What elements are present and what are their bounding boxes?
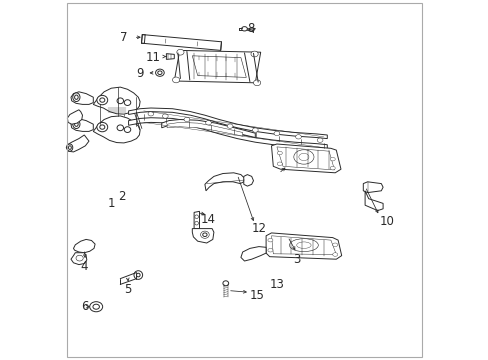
Polygon shape	[166, 54, 174, 59]
Polygon shape	[271, 236, 336, 255]
Ellipse shape	[332, 253, 337, 256]
Ellipse shape	[172, 77, 179, 83]
Ellipse shape	[277, 162, 282, 166]
Ellipse shape	[89, 302, 102, 312]
Ellipse shape	[277, 151, 282, 155]
Ellipse shape	[200, 231, 209, 238]
Ellipse shape	[329, 166, 335, 170]
Polygon shape	[265, 233, 341, 259]
Polygon shape	[93, 87, 140, 114]
Ellipse shape	[194, 221, 198, 225]
Polygon shape	[73, 239, 95, 253]
Text: 15: 15	[249, 289, 264, 302]
Ellipse shape	[223, 281, 228, 286]
Ellipse shape	[67, 144, 73, 151]
Ellipse shape	[177, 49, 183, 55]
Ellipse shape	[162, 114, 168, 118]
Polygon shape	[167, 122, 242, 136]
Polygon shape	[194, 211, 199, 229]
Polygon shape	[71, 253, 87, 265]
Ellipse shape	[332, 243, 337, 247]
Polygon shape	[174, 50, 260, 83]
Polygon shape	[67, 110, 82, 124]
Ellipse shape	[250, 51, 258, 57]
Ellipse shape	[273, 131, 279, 136]
Ellipse shape	[124, 100, 130, 105]
Polygon shape	[162, 120, 255, 138]
Ellipse shape	[124, 127, 130, 132]
Ellipse shape	[117, 98, 123, 104]
Text: 11: 11	[146, 51, 161, 64]
Ellipse shape	[117, 125, 123, 131]
Ellipse shape	[295, 135, 301, 139]
Ellipse shape	[194, 215, 198, 219]
Text: 6: 6	[81, 300, 88, 313]
Text: 1: 1	[107, 197, 115, 210]
Ellipse shape	[73, 93, 80, 102]
Polygon shape	[244, 175, 253, 186]
Ellipse shape	[97, 122, 107, 132]
Ellipse shape	[227, 124, 232, 128]
Polygon shape	[365, 191, 382, 211]
Ellipse shape	[253, 80, 260, 86]
Text: 5: 5	[123, 283, 131, 296]
Text: 14: 14	[200, 213, 215, 226]
Ellipse shape	[317, 138, 322, 142]
Polygon shape	[128, 108, 326, 139]
Polygon shape	[204, 173, 244, 191]
Ellipse shape	[183, 117, 189, 122]
Polygon shape	[71, 92, 93, 104]
Polygon shape	[66, 135, 89, 152]
Ellipse shape	[148, 112, 153, 116]
Text: 8: 8	[247, 22, 254, 35]
Polygon shape	[128, 118, 326, 149]
Polygon shape	[363, 182, 382, 193]
Text: 7: 7	[120, 31, 127, 44]
Ellipse shape	[73, 120, 80, 129]
Text: 9: 9	[136, 67, 143, 80]
Polygon shape	[241, 247, 265, 261]
Polygon shape	[71, 119, 93, 131]
Ellipse shape	[252, 128, 258, 132]
Ellipse shape	[289, 239, 318, 252]
Text: 12: 12	[251, 222, 266, 235]
Polygon shape	[276, 147, 334, 170]
Ellipse shape	[205, 121, 211, 125]
Ellipse shape	[155, 69, 164, 76]
Ellipse shape	[267, 238, 272, 242]
Ellipse shape	[97, 95, 107, 105]
Polygon shape	[93, 116, 140, 143]
Polygon shape	[141, 35, 221, 50]
Polygon shape	[271, 144, 340, 173]
Polygon shape	[192, 229, 213, 243]
Text: 2: 2	[118, 190, 125, 203]
Polygon shape	[192, 56, 246, 77]
Ellipse shape	[329, 157, 335, 161]
Ellipse shape	[267, 248, 272, 252]
Text: 3: 3	[292, 253, 300, 266]
Ellipse shape	[76, 255, 83, 261]
Ellipse shape	[293, 150, 313, 164]
Text: 13: 13	[269, 278, 284, 291]
Ellipse shape	[134, 271, 142, 279]
Text: 10: 10	[379, 215, 393, 228]
Ellipse shape	[241, 27, 247, 31]
Text: 4: 4	[81, 260, 88, 273]
